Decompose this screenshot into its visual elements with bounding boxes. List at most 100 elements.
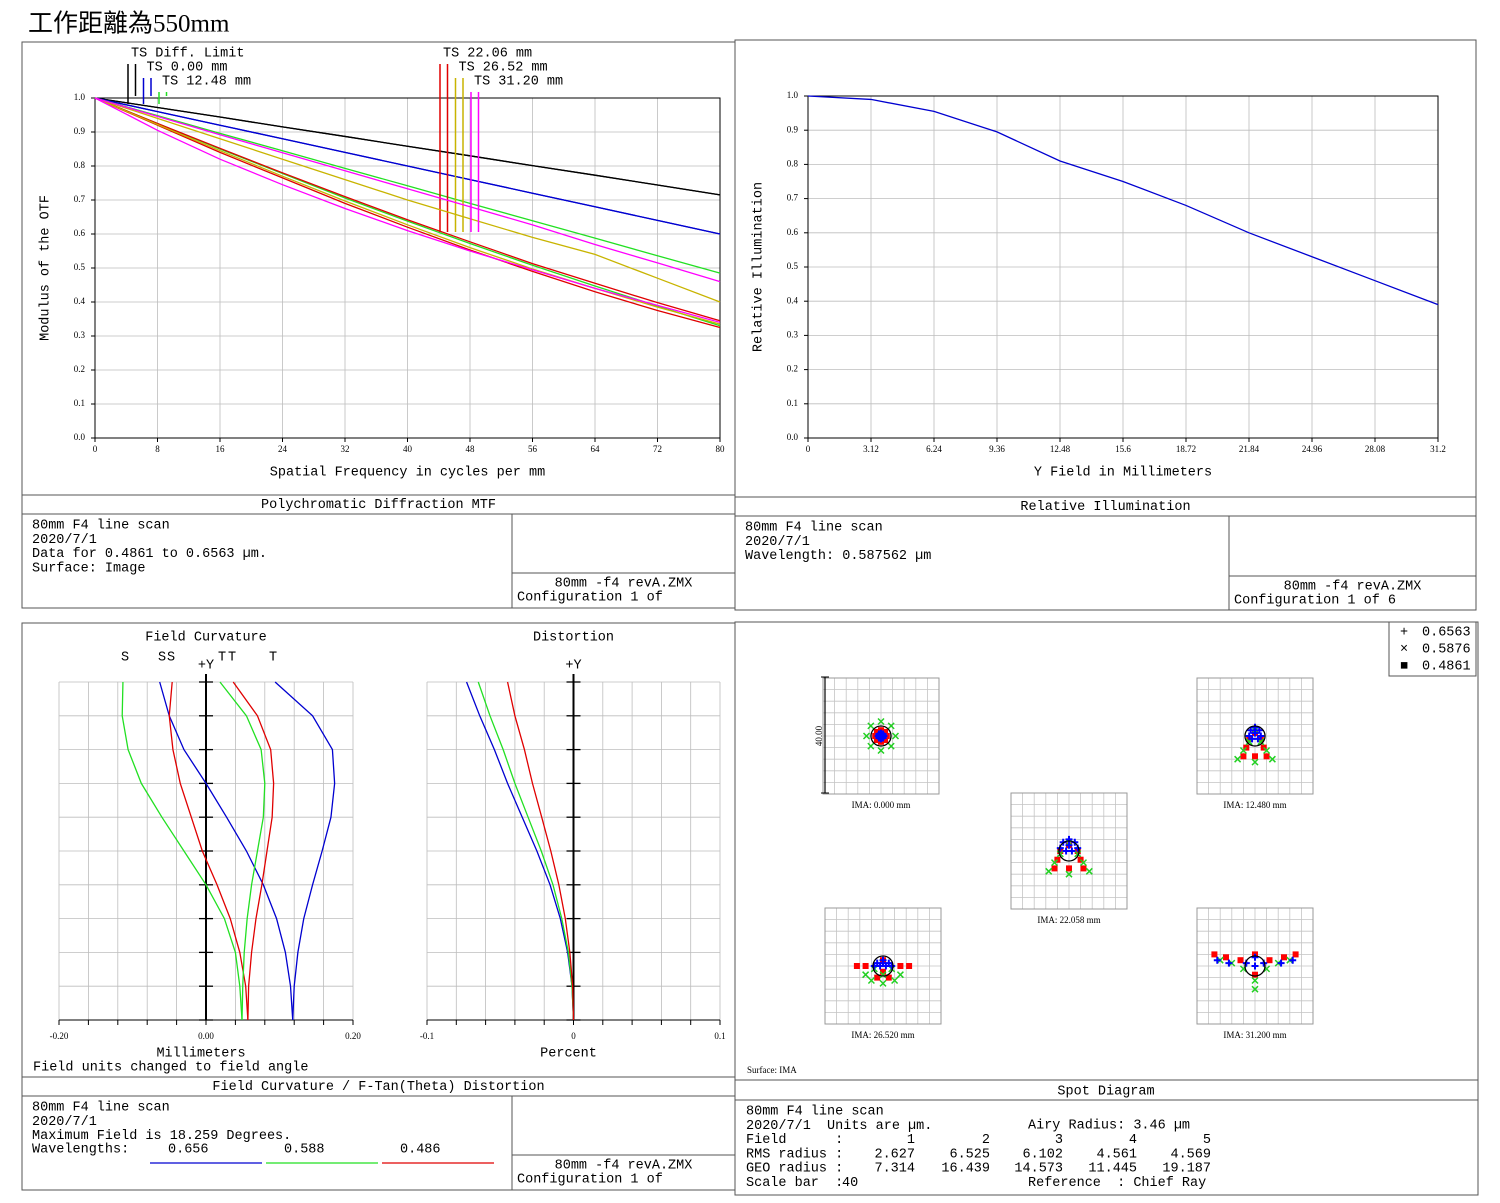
file-name: 80mm -f4 revA.ZMX: [555, 577, 693, 592]
spot-point: [1247, 726, 1255, 734]
curve: [168, 681, 249, 1021]
panel-title: Relative Illumination: [1020, 500, 1190, 515]
spot-frame: [1196, 677, 1314, 795]
spot-point: [891, 732, 900, 740]
spot-point: [879, 971, 887, 979]
x-axis-title: Spatial Frequency in cycles per mm: [270, 466, 545, 481]
spot-point: [1251, 976, 1259, 985]
panel-title: Polychromatic Diffraction MTF: [261, 498, 496, 513]
page-title: 工作距離為550mm: [28, 10, 230, 38]
spot-point: [1252, 971, 1258, 978]
panel-title: Field Curvature / F-Tan(Theta) Distortio…: [212, 1080, 544, 1095]
field-label: IMA: 31.200 mm: [1223, 1030, 1286, 1040]
mtf-sagittal: [94, 97, 721, 196]
spot-point: [887, 722, 895, 730]
spot-point: [879, 959, 887, 967]
legend-marker: +: [1400, 626, 1408, 641]
x-tick-label: 6.24: [926, 444, 942, 454]
plot-frame: [807, 95, 1439, 439]
scale-label: 40.00: [814, 725, 824, 746]
x-tick-label: 31.2: [1430, 444, 1446, 454]
x-tick-label: 16: [216, 444, 226, 454]
x-tick-label: -0.1: [420, 1031, 434, 1041]
legend-label: 0.6563: [1422, 626, 1471, 641]
mtf-sagittal: [94, 97, 721, 235]
legend-label: 0.4861: [1422, 660, 1471, 675]
spot-point: [882, 737, 889, 744]
y-tick-label: 0.7: [787, 193, 799, 203]
info-line: 2020/7/1 Units are µm.: [746, 1119, 932, 1134]
y-tick-label: 0.6: [74, 228, 86, 238]
spot-point: [1292, 951, 1299, 958]
x-tick-label: 18.72: [1176, 444, 1196, 454]
subplot-title: Field Curvature: [145, 631, 267, 646]
y-tick-label: 0.1: [74, 398, 85, 408]
y-tick-label: 0.3: [787, 329, 799, 339]
airy-text: Airy Radius: 3.46 µm: [1028, 1119, 1190, 1134]
x-tick-label: 80: [716, 444, 726, 454]
wavelength: 0.588: [284, 1143, 325, 1158]
spot-frame: [824, 907, 942, 1025]
airy-disk: [872, 955, 894, 977]
x-axis-title: Percent: [540, 1047, 597, 1062]
surface-label: Surface: IMA: [747, 1065, 797, 1075]
info-line: 80mm F4 line scan: [32, 519, 170, 534]
field-label: IMA: 0.000 mm: [852, 800, 911, 810]
x-tick-label: 64: [591, 444, 601, 454]
y-tick-label: 0.8: [74, 160, 86, 170]
spot-point: [1050, 859, 1059, 867]
legend-label: TS Diff. Limit: [131, 47, 244, 62]
cell: 4: [1129, 1133, 1137, 1148]
row-label: RMS radius :: [746, 1147, 843, 1162]
spot-frame: [1010, 792, 1128, 910]
spot-point: [1065, 870, 1073, 878]
x-tick-label: 12.48: [1050, 444, 1071, 454]
spot-point: [1225, 959, 1233, 967]
cell: 1: [907, 1133, 915, 1148]
x-tick-label: 3.12: [863, 444, 879, 454]
spot-point: [1223, 954, 1229, 961]
reference: Reference : Chief Ray: [1028, 1176, 1206, 1191]
spot-point: [873, 728, 880, 735]
spot-point: [870, 962, 878, 970]
spot-frame: [822, 677, 940, 795]
cell: 5: [1203, 1133, 1211, 1148]
x-tick-label: 0.00: [198, 1031, 214, 1041]
legend-label: T: [269, 651, 277, 666]
cell: 2: [982, 1133, 990, 1148]
file-name: 80mm -f4 revA.ZMX: [1284, 580, 1422, 595]
legend-label: T: [228, 651, 236, 666]
spot-point: [862, 971, 870, 979]
field-label: IMA: 22.058 mm: [1037, 915, 1100, 925]
note: Field units changed to field angle: [33, 1061, 308, 1076]
config: Configuration 1 of: [517, 1173, 663, 1188]
curve: [121, 681, 243, 1021]
x-tick-label: 9.36: [989, 444, 1005, 454]
field-label: IMA: 12.480 mm: [1223, 800, 1286, 810]
airy-disk: [1244, 725, 1266, 747]
x-tick-label: 32: [341, 444, 350, 454]
spot-point: [1240, 753, 1247, 760]
spot-point: [1263, 746, 1271, 755]
y-axis-title: Modulus of the OTF: [39, 195, 54, 341]
x-tick-label: 0: [93, 444, 98, 454]
spot-point: [1211, 951, 1218, 958]
info-line: 80mm F4 line scan: [32, 1101, 170, 1116]
legend-marker: ×: [1400, 643, 1408, 658]
spot-point: [1252, 753, 1258, 760]
spot-point: [1045, 867, 1053, 875]
info-line: 80mm F4 line scan: [745, 521, 883, 536]
spot-point: [896, 971, 904, 979]
legend-label: TS 12.48 mm: [162, 75, 251, 90]
curve: [159, 681, 294, 1021]
curve: [274, 681, 336, 1021]
spot-point: [1251, 729, 1259, 737]
spot-point: [1056, 850, 1064, 858]
spot-point: [1079, 859, 1088, 867]
x-tick-label: 21.84: [1239, 444, 1260, 454]
x-tick-label: 40: [403, 444, 413, 454]
spot-point: [885, 974, 892, 981]
mtf-sagittal: [94, 97, 721, 324]
spot-point: [1281, 954, 1287, 961]
x-tick-label: 8: [155, 444, 160, 454]
